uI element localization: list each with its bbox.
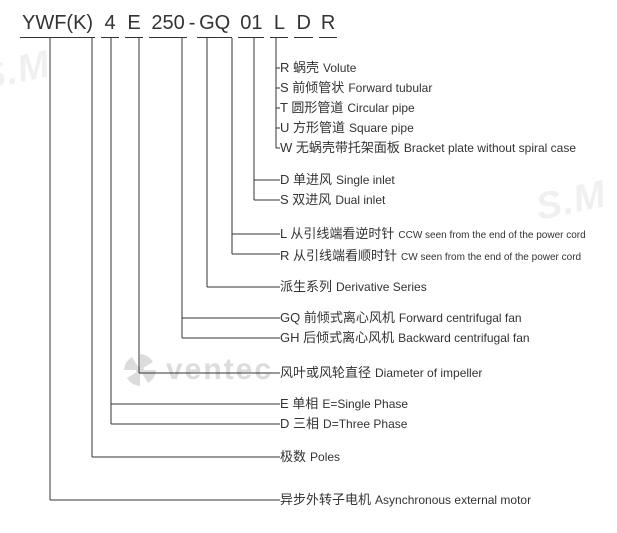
desc-line: 风叶或风轮直径Diameter of impeller bbox=[280, 363, 482, 383]
desc-group-fantype: GQ 前倾式离心风机Forward centrifugal fan GH 后倾式… bbox=[280, 308, 530, 348]
brand-logo-text: ventec bbox=[166, 353, 273, 387]
desc-group-motor: 异步外转子电机Asynchronous external motor bbox=[280, 490, 531, 510]
code-seg-dash: - bbox=[187, 12, 197, 35]
brand-logo: ventec bbox=[120, 350, 273, 390]
desc-line: E 单相E=Single Phase bbox=[280, 394, 408, 414]
code-seg-series: 01 bbox=[238, 12, 264, 38]
code-seg-phase: E bbox=[125, 12, 143, 38]
code-seg-inlet: D bbox=[294, 12, 312, 38]
desc-line: D 单进风Single inlet bbox=[280, 170, 395, 190]
code-seg-rotation: L bbox=[270, 12, 288, 38]
desc-line: GQ 前倾式离心风机Forward centrifugal fan bbox=[280, 308, 530, 328]
desc-line: 派生系列Derivative Series bbox=[280, 277, 427, 297]
desc-group-poles: 极数Poles bbox=[280, 447, 340, 467]
desc-line: S 双进风Dual inlet bbox=[280, 190, 395, 210]
code-seg-prefix: YWF(K) bbox=[20, 12, 95, 38]
desc-group-phase: E 单相E=Single Phase D 三相D=Three Phase bbox=[280, 394, 408, 434]
desc-line: W 无蜗壳带托架面板Bracket plate without spiral c… bbox=[280, 138, 576, 158]
desc-line: U 方形管道Square pipe bbox=[280, 118, 576, 138]
watermark-text: S.M bbox=[533, 173, 611, 230]
desc-line: T 圆形管道Circular pipe bbox=[280, 98, 576, 118]
watermark-text: S.M bbox=[0, 43, 54, 100]
code-seg-diameter: 250 bbox=[149, 12, 187, 38]
desc-group-casing: R 蜗壳Volute S 前倾管状Forward tubular T 圆形管道C… bbox=[280, 58, 576, 158]
desc-group-rotation: L 从引线端看逆时针CCW seen from the end of the p… bbox=[280, 224, 586, 268]
desc-line: R 从引线端看顺时针CW seen from the end of the po… bbox=[280, 246, 586, 268]
desc-group-series: 派生系列Derivative Series bbox=[280, 277, 427, 297]
desc-line: 异步外转子电机Asynchronous external motor bbox=[280, 490, 531, 510]
desc-line: GH 后倾式离心风机Backward centrifugal fan bbox=[280, 328, 530, 348]
desc-line: 极数Poles bbox=[280, 447, 340, 467]
desc-line: D 三相D=Three Phase bbox=[280, 414, 408, 434]
desc-line: R 蜗壳Volute bbox=[280, 58, 576, 78]
desc-line: L 从引线端看逆时针CCW seen from the end of the p… bbox=[280, 224, 586, 246]
model-code-row: YWF(K) 4 E 250 - GQ 01 L D R bbox=[20, 12, 337, 38]
code-seg-fantype: GQ bbox=[197, 12, 232, 38]
code-seg-casing: R bbox=[319, 12, 337, 38]
fan-icon bbox=[120, 350, 160, 390]
desc-group-diameter: 风叶或风轮直径Diameter of impeller bbox=[280, 363, 482, 383]
desc-line: S 前倾管状Forward tubular bbox=[280, 78, 576, 98]
desc-group-inlet: D 单进风Single inlet S 双进风Dual inlet bbox=[280, 170, 395, 210]
code-seg-poles: 4 bbox=[101, 12, 119, 38]
